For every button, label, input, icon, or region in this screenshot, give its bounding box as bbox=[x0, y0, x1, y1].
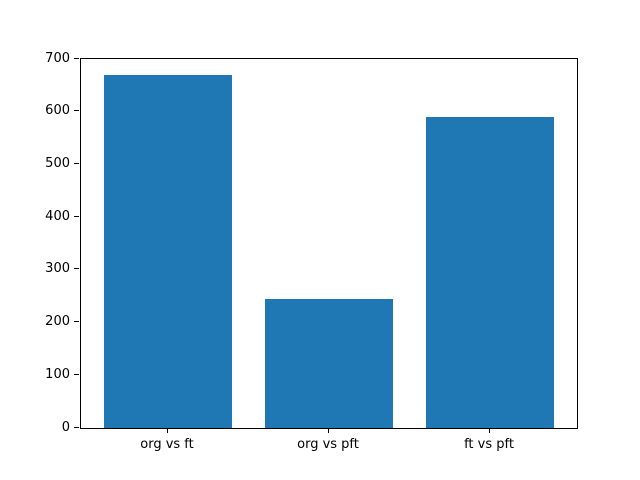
bar-org-vs-ft bbox=[103, 74, 233, 428]
y-tick-mark-100 bbox=[74, 373, 79, 375]
y-tick-mark-0 bbox=[74, 426, 79, 428]
y-tick-label-200: 200 bbox=[45, 314, 70, 330]
x-tick-label-ft-vs-pft: ft vs pft bbox=[464, 437, 514, 452]
x-tick-mark-org-vs-ft bbox=[166, 428, 168, 433]
y-tick-mark-400 bbox=[74, 215, 79, 217]
y-tick-mark-200 bbox=[74, 321, 79, 323]
bar-ft-vs-pft bbox=[425, 117, 555, 428]
y-tick-label-100: 100 bbox=[45, 366, 70, 382]
y-tick-mark-300 bbox=[74, 268, 79, 270]
x-tick-mark-org-vs-pft bbox=[327, 428, 329, 433]
y-tick-mark-700 bbox=[74, 57, 79, 59]
plot-area bbox=[80, 58, 578, 429]
x-tick-mark-ft-vs-pft bbox=[488, 428, 490, 433]
bar-org-vs-pft bbox=[264, 299, 394, 428]
y-tick-label-700: 700 bbox=[45, 50, 70, 66]
y-tick-label-400: 400 bbox=[45, 208, 70, 224]
y-tick-mark-500 bbox=[74, 162, 79, 164]
y-tick-mark-600 bbox=[74, 110, 79, 112]
y-tick-label-300: 300 bbox=[45, 261, 70, 277]
x-tick-label-org-vs-ft: org vs ft bbox=[140, 437, 194, 452]
y-tick-label-600: 600 bbox=[45, 103, 70, 119]
y-tick-label-500: 500 bbox=[45, 155, 70, 171]
y-tick-label-0: 0 bbox=[61, 419, 70, 435]
x-tick-label-org-vs-pft: org vs pft bbox=[297, 437, 359, 452]
